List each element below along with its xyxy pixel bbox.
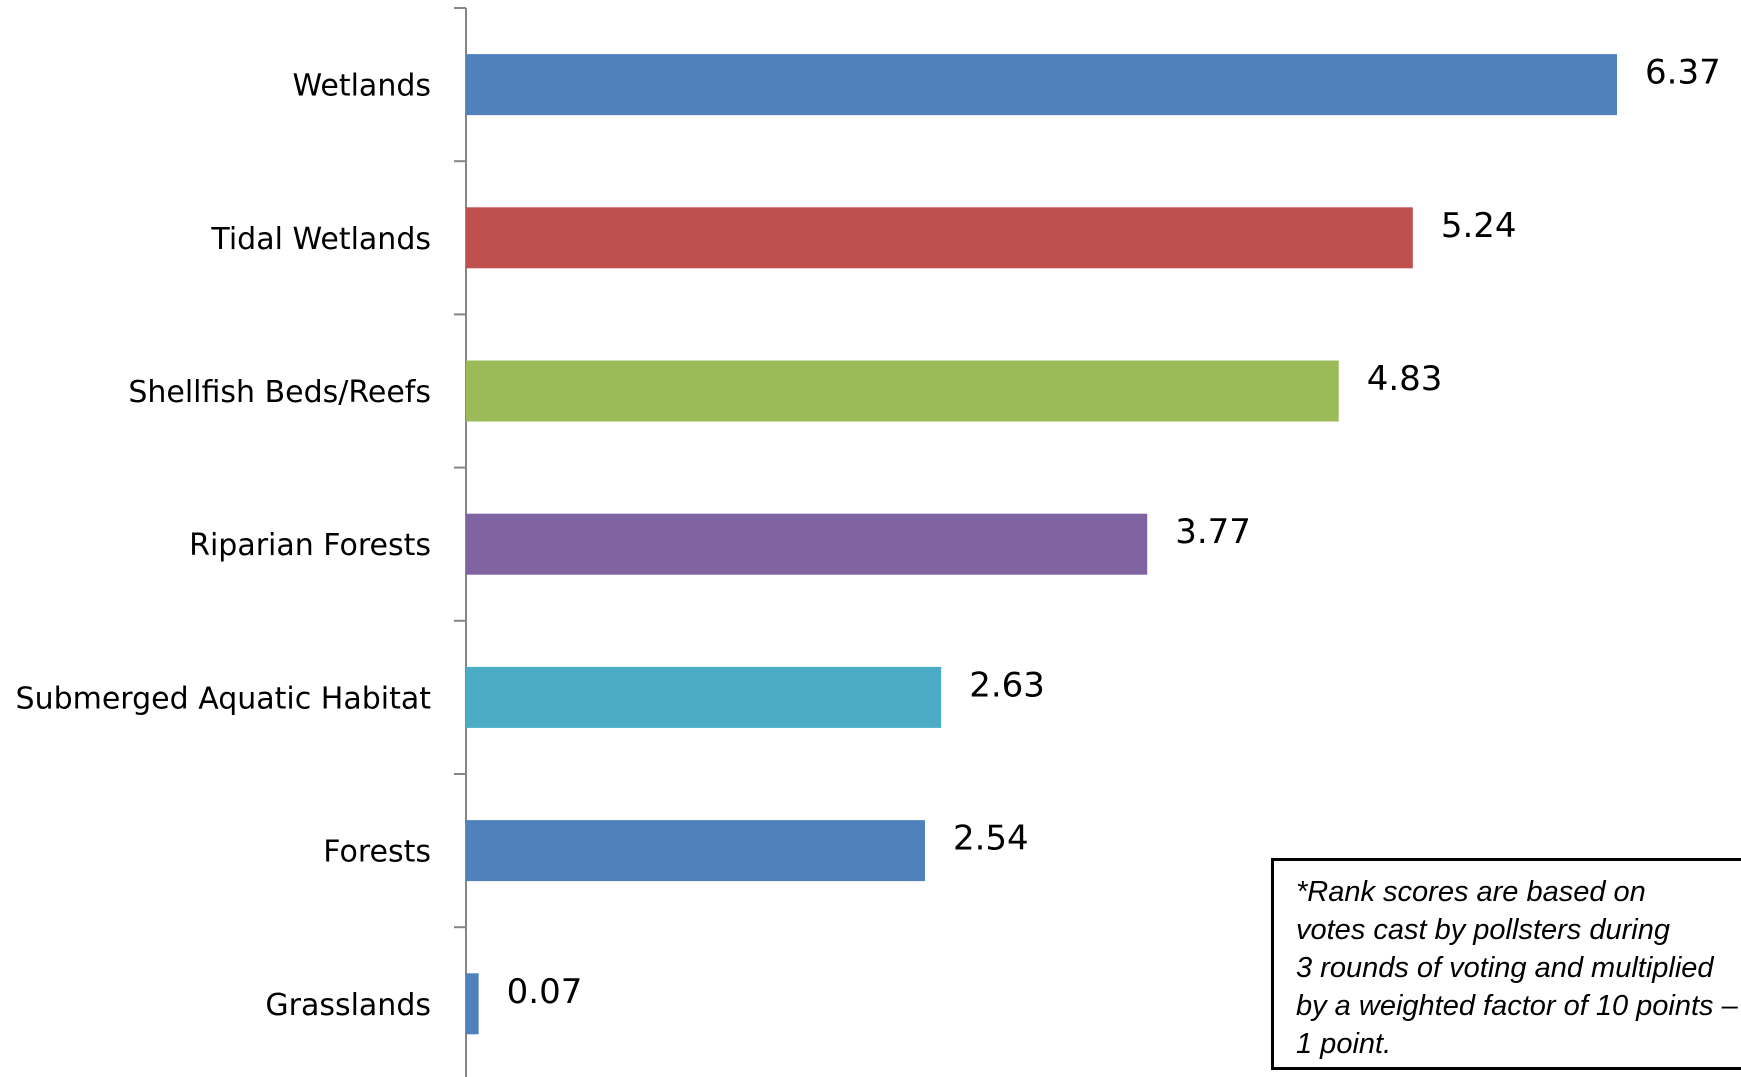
category-label: Wetlands: [292, 69, 431, 104]
bars: [466, 54, 1617, 1035]
category-labels: Wetlands Tidal Wetlands Shellfish Beds/Ree…: [16, 69, 432, 1023]
footnote-line: 3 rounds of voting and multiplied: [1296, 952, 1714, 984]
value-label: 6.37: [1645, 53, 1721, 93]
footnote-box: *Rank scores are based on votes cast by …: [1271, 858, 1741, 1070]
bar: [466, 54, 1617, 116]
category-label: Forests: [323, 835, 431, 870]
bar: [466, 360, 1339, 422]
bar: [466, 207, 1413, 269]
category-label: Grasslands: [265, 988, 431, 1023]
bar: [466, 973, 479, 1035]
footnote-line: by a weighted factor of 10 points –: [1296, 990, 1738, 1022]
footnote-line: *Rank scores are based on: [1296, 876, 1646, 908]
value-label: 3.77: [1175, 512, 1251, 552]
footnote-line: votes cast by pollsters during: [1296, 914, 1670, 946]
category-label: Shellfish Beds/Reefs: [128, 375, 431, 410]
category-label: Tidal Wetlands: [210, 222, 431, 257]
footnote-text: *Rank scores are based on votes cast by …: [1296, 873, 1738, 1063]
value-label: 2.63: [969, 665, 1045, 705]
bar: [466, 513, 1148, 575]
bar: [466, 666, 942, 728]
value-label: 4.83: [1367, 359, 1443, 399]
value-labels: 6.37 5.24 4.83 3.77 2.63 2.54 0.07: [507, 53, 1721, 1012]
value-label: 0.07: [507, 972, 583, 1012]
category-axis: [454, 7, 467, 1077]
value-label: 5.24: [1441, 206, 1517, 246]
category-label: Riparian Forests: [189, 528, 431, 563]
value-label: 2.54: [953, 819, 1029, 859]
category-label: Submerged Aquatic Habitat: [16, 681, 432, 716]
bar: [466, 820, 925, 882]
footnote-line: 1 point.: [1296, 1028, 1392, 1060]
